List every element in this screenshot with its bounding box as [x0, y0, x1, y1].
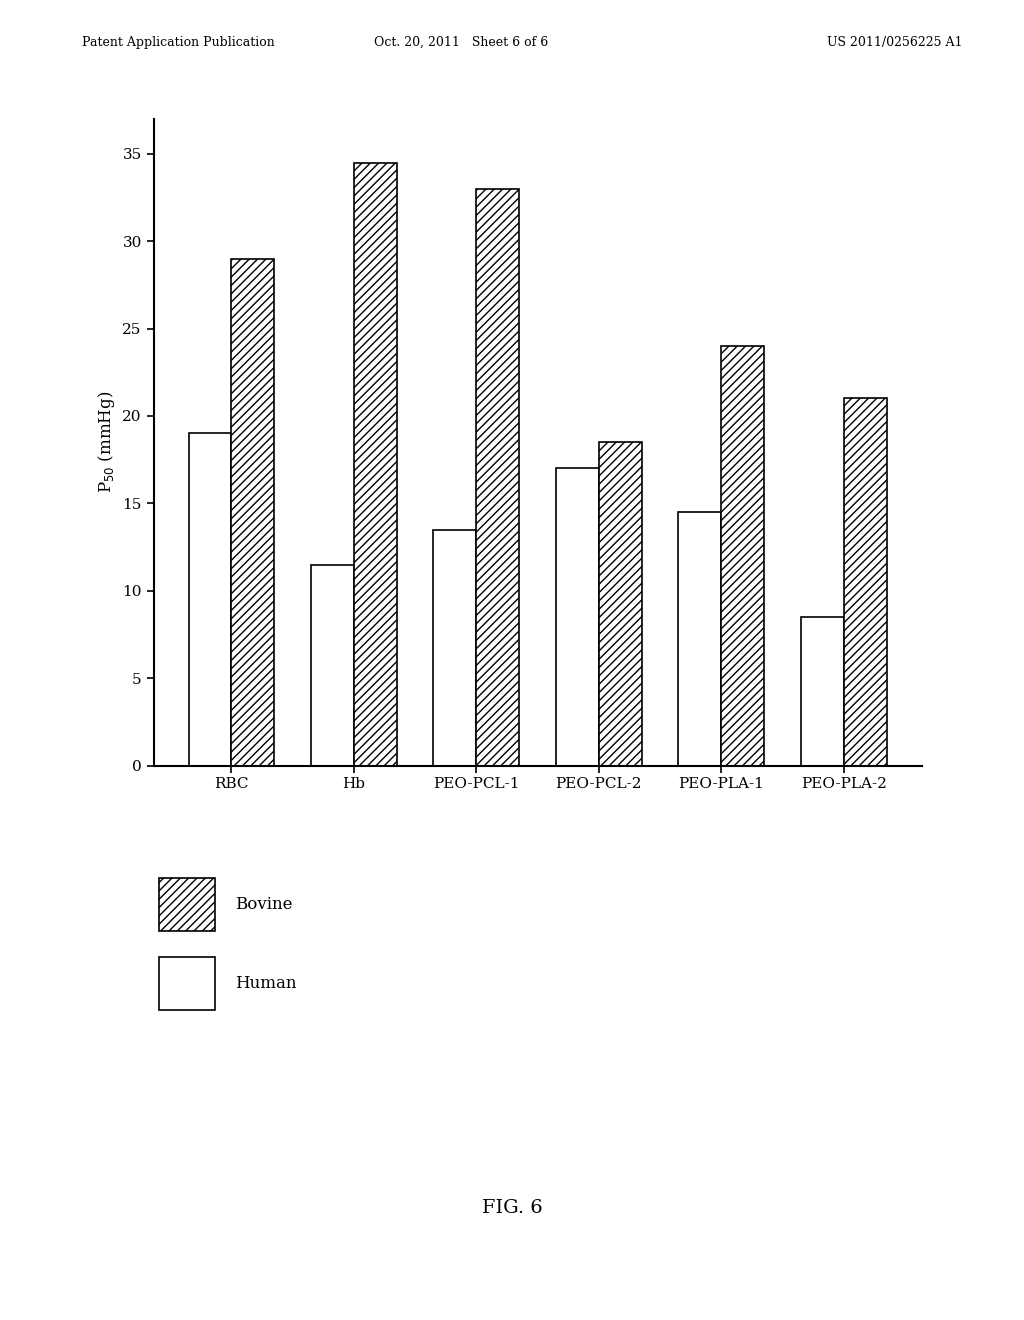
Text: Oct. 20, 2011   Sheet 6 of 6: Oct. 20, 2011 Sheet 6 of 6	[374, 36, 548, 49]
Y-axis label: P$_{50}$ (mmHg): P$_{50}$ (mmHg)	[95, 391, 117, 494]
Text: US 2011/0256225 A1: US 2011/0256225 A1	[827, 36, 963, 49]
Bar	[433, 529, 476, 766]
Bar	[476, 189, 519, 766]
Bar	[844, 399, 887, 766]
Bar	[599, 442, 642, 766]
Bar	[679, 512, 721, 766]
Text: FIG. 6: FIG. 6	[481, 1199, 543, 1217]
Bar	[721, 346, 764, 766]
Bar	[801, 616, 844, 766]
Text: Human: Human	[236, 975, 297, 991]
Bar	[556, 469, 599, 766]
Bar	[354, 162, 396, 766]
Text: Patent Application Publication: Patent Application Publication	[82, 36, 274, 49]
Bar	[188, 433, 231, 766]
Bar	[231, 259, 274, 766]
Bar	[311, 565, 354, 766]
Text: Bovine: Bovine	[236, 896, 293, 912]
